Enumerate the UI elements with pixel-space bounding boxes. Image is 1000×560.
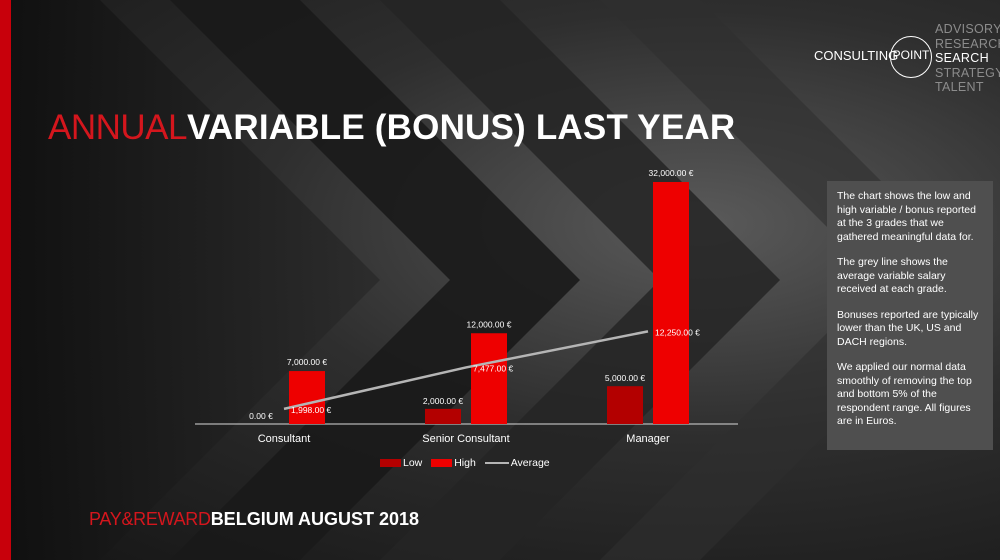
data-label-average: 1,998.00 € xyxy=(291,405,331,415)
legend-low-label: Low xyxy=(403,457,423,470)
footer-bold: BELGIUM AUGUST 2018 xyxy=(210,509,420,529)
data-label-average: 7,477.00 € xyxy=(473,363,513,373)
legend-average-swatch xyxy=(484,462,509,465)
logo-item-research: RESEARCH xyxy=(935,36,1000,51)
footer-thin: PAY&REWARD xyxy=(89,509,211,529)
data-label-average: 12,250.00 € xyxy=(655,327,700,337)
legend-low-swatch xyxy=(380,459,401,468)
average-line xyxy=(283,330,649,411)
logo-circle-icon xyxy=(890,36,932,78)
logo-point: POINT xyxy=(892,48,930,62)
data-label-high: 7,000.00 € xyxy=(287,357,327,367)
info-paragraph: We applied our normal data smoothly of r… xyxy=(837,361,972,427)
legend-low: Low xyxy=(380,457,422,469)
data-label-low: 5,000.00 € xyxy=(605,373,645,383)
bar-low xyxy=(607,386,643,424)
data-label-low: 0.00 € xyxy=(249,411,273,421)
logo-items: ADVISORY RESEARCH SEARCH STRATEGY TALENT xyxy=(935,22,1000,95)
bar-high xyxy=(289,371,325,424)
x-tick-label: Manager xyxy=(626,433,670,445)
slide-footer: PAY&REWARDBELGIUM AUGUST 2018 xyxy=(89,509,419,530)
logo-item-talent: TALENT xyxy=(935,80,984,94)
info-paragraph: The chart shows the low and high variabl… xyxy=(837,190,976,243)
legend-average: Average xyxy=(484,457,550,470)
bar-high xyxy=(653,182,689,424)
logo-item-strategy: STRATEGY xyxy=(935,65,1000,80)
x-tick-label: Senior Consultant xyxy=(422,433,509,445)
data-label-high: 12,000.00 € xyxy=(467,319,512,329)
legend-high-swatch xyxy=(431,459,453,468)
legend-high-label: High xyxy=(454,457,476,470)
info-paragraph: The grey line shows the average variable… xyxy=(837,256,948,295)
legend-average-label: Average xyxy=(510,457,550,470)
logo-item-advisory: ADVISORY xyxy=(935,22,1000,36)
bar-high xyxy=(471,333,507,424)
slide-title: ANNUALVARIABLE (BONUS) LAST YEAR xyxy=(48,108,735,148)
legend-high: High xyxy=(431,457,476,469)
data-label-low: 2,000.00 € xyxy=(423,396,463,406)
logo-consulting: CONSULTING xyxy=(814,48,899,63)
chart-legend: Low High Average xyxy=(380,457,556,469)
title-bold: VARIABLE (BONUS) LAST YEAR xyxy=(186,108,736,147)
info-box: The chart shows the low and high variabl… xyxy=(827,181,993,450)
data-label-high: 32,000.00 € xyxy=(649,168,694,178)
bar-low xyxy=(425,408,461,424)
x-tick-label: Consultant xyxy=(258,433,311,445)
logo-item-search: SEARCH xyxy=(935,51,989,65)
title-thin: ANNUAL xyxy=(48,108,187,147)
left-accent-bar xyxy=(0,0,11,560)
info-paragraph: Bonuses reported are typically lower tha… xyxy=(837,308,979,348)
